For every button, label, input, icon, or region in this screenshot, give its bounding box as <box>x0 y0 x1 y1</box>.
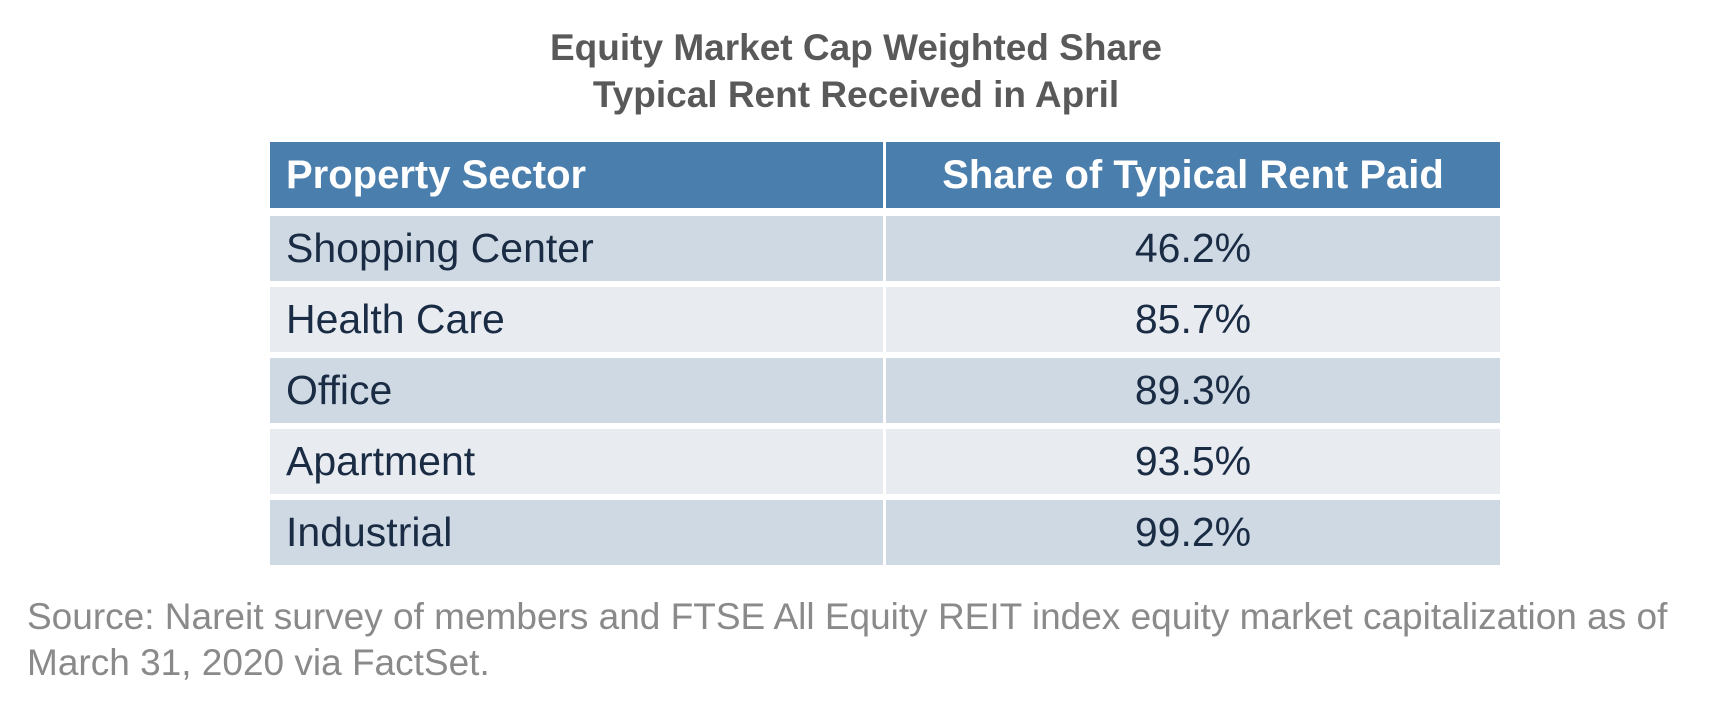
sector-cell: Health Care <box>270 287 883 352</box>
source-note: Source: Nareit survey of members and FTS… <box>27 596 1668 683</box>
sector-cell: Apartment <box>270 429 883 494</box>
sector-cell: Industrial <box>270 500 883 565</box>
table-row: Health Care 85.7% <box>270 287 1500 352</box>
table-row: Office 89.3% <box>270 358 1500 423</box>
share-cell: 99.2% <box>886 500 1500 565</box>
table-row: Shopping Center 46.2% <box>270 216 1500 281</box>
rent-table: Property Sector Share of Typical Rent Pa… <box>270 142 1500 571</box>
table-header-row: Property Sector Share of Typical Rent Pa… <box>270 142 1500 208</box>
sector-cell: Office <box>270 358 883 423</box>
chart-subtitle: Typical Rent Received in April <box>592 74 1120 115</box>
share-cell: 93.5% <box>886 429 1500 494</box>
chart-title: Equity Market Cap Weighted Share <box>550 27 1162 68</box>
share-cell: 85.7% <box>886 287 1500 352</box>
share-cell: 46.2% <box>886 216 1500 281</box>
table-row: Industrial 99.2% <box>270 500 1500 565</box>
table-row: Apartment 93.5% <box>270 429 1500 494</box>
header-property-sector: Property Sector <box>270 142 883 208</box>
share-cell: 89.3% <box>886 358 1500 423</box>
sector-cell: Shopping Center <box>270 216 883 281</box>
header-share-of-rent: Share of Typical Rent Paid <box>886 142 1500 208</box>
